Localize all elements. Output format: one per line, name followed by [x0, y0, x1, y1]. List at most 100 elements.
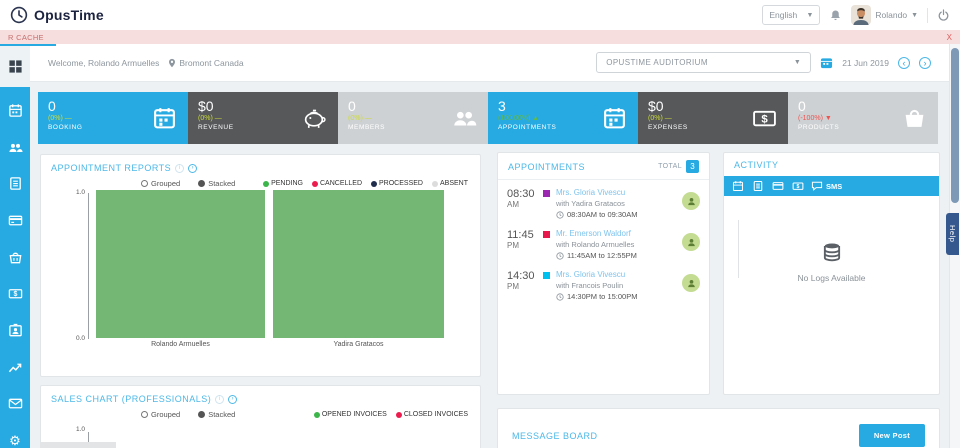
appointment-row[interactable]: 08:30 AM Mrs. Gloria Vivescu with Yadira … — [498, 180, 709, 221]
stat-value: 0 — [48, 98, 56, 114]
calendar-icon — [604, 108, 625, 129]
chart-legend: OPENED INVOICES CLOSED INVOICES — [313, 411, 468, 418]
new-post-button[interactable]: New Post — [858, 424, 925, 447]
sidebar-item-products[interactable] — [7, 249, 23, 265]
info-icon[interactable]: i — [215, 394, 225, 404]
appointment-time: 08:30 AM — [507, 188, 535, 209]
chevron-down-icon: ▼ — [911, 11, 918, 19]
tab-payments[interactable] — [771, 179, 785, 193]
language-select[interactable]: English ▼ — [762, 5, 821, 25]
radio-label: Grouped — [151, 410, 181, 419]
header-actions: English ▼ Rolando ▼ — [762, 5, 950, 25]
y-tick: 0.0 — [75, 335, 85, 342]
stat-card-products: 0 (-100%) ▼ PRODUCTS — [788, 92, 938, 144]
attendee-status-icon[interactable] — [682, 233, 700, 251]
sidebar-item-messages[interactable] — [7, 396, 23, 412]
tab-sms[interactable]: SMS — [811, 181, 842, 191]
empty-text: No Logs Available — [797, 273, 866, 283]
progress-line — [0, 44, 56, 46]
sidebar-item-dashboard[interactable] — [0, 46, 30, 87]
bell-icon[interactable] — [829, 9, 842, 22]
money-bill-icon: $ — [8, 289, 22, 299]
svg-text:$: $ — [13, 291, 17, 298]
close-icon[interactable]: X — [946, 32, 952, 42]
radio-label: Grouped — [151, 179, 181, 188]
sidebar-item-payments[interactable] — [7, 213, 23, 229]
x-label: Rolando Armuelles — [151, 341, 210, 348]
person-icon — [687, 238, 695, 246]
radio-stacked[interactable]: Stacked — [198, 179, 235, 188]
tab-invoices[interactable] — [751, 179, 765, 193]
money-bill-icon: $ — [792, 182, 804, 190]
invoice-list-icon — [9, 177, 21, 191]
appointment-row[interactable]: 11:45 PM Mr. Emerson Waldorf with Rolando… — [498, 221, 709, 262]
stat-card-appointments: 3 (100.00%) ▲ APPOINTMENTS — [488, 92, 638, 144]
attendee-status-icon[interactable] — [682, 192, 700, 210]
prev-day-icon[interactable]: ‹ — [898, 56, 910, 69]
next-day-icon[interactable]: › — [919, 56, 931, 69]
client-name-link[interactable]: Mrs. Gloria Vivescu — [556, 270, 626, 279]
sidebar-item-expenses[interactable]: $ — [7, 286, 23, 302]
category-color-square — [543, 272, 550, 279]
client-name-link[interactable]: Mrs. Gloria Vivescu — [556, 188, 626, 197]
info-icon[interactable]: i — [175, 163, 185, 173]
total-badge: 3 — [686, 160, 699, 173]
calendar-picker-icon[interactable] — [820, 56, 833, 69]
appointment-reports-panel: APPOINTMENT REPORTS i › Grouped Stacked … — [40, 154, 481, 377]
appointment-info: Mrs. Gloria Vivescu with Yadira Gratacos… — [556, 188, 676, 219]
current-date: 21 Jun 2019 — [842, 57, 889, 68]
clock-logo-icon — [10, 6, 28, 24]
activity-header: ACTIVITY — [724, 153, 939, 176]
stat-value: $0 — [648, 98, 664, 114]
expand-icon[interactable]: › — [188, 163, 198, 173]
legend-closed-invoices: CLOSED INVOICES — [395, 411, 468, 418]
tab-expenses[interactable]: $ — [791, 179, 805, 193]
appointment-range: 11:45AM to 12:55PM — [556, 251, 676, 260]
brand-name: OpusTime — [34, 7, 104, 23]
sidebar-item-settings[interactable]: ⚙ — [7, 432, 23, 448]
radio-icon — [141, 180, 148, 187]
legend-dot — [431, 180, 438, 187]
y-tick: 1.0 — [75, 189, 85, 196]
sidebar-item-reports[interactable] — [7, 359, 23, 375]
venue-value: OPUSTIME AUDITORIUM — [606, 58, 708, 67]
user-name: Rolando — [875, 10, 908, 20]
appointment-row[interactable]: 14:30 PM Mrs. Gloria Vivescu with Francoi… — [498, 262, 709, 303]
appointment-time: 14:30 PM — [507, 270, 535, 291]
sidebar-item-staff[interactable] — [7, 323, 23, 339]
activity-panel: ACTIVITY $ SMS No Logs Available — [723, 152, 940, 395]
appointments-header: APPOINTMENTS TOTAL 3 — [498, 153, 709, 180]
clock-icon — [556, 251, 564, 260]
money-bill-icon: $ — [753, 110, 776, 127]
y-tick: 1.0 — [75, 426, 85, 433]
client-name-link[interactable]: Mr. Emerson Waldorf — [556, 229, 631, 238]
expand-icon[interactable]: › — [228, 394, 238, 404]
calendar-icon — [732, 181, 744, 192]
chevron-down-icon: ▼ — [806, 11, 814, 19]
chat-bubble-icon — [811, 181, 823, 191]
message-board-panel: MESSAGE BOARD New Post — [497, 408, 940, 448]
person-icon — [687, 197, 695, 205]
radio-icon — [141, 411, 148, 418]
sidebar-item-members[interactable] — [7, 140, 23, 156]
help-tab[interactable]: Help — [946, 213, 959, 255]
credit-card-icon — [8, 215, 22, 226]
power-icon[interactable] — [937, 8, 950, 22]
tab-appointments[interactable] — [731, 179, 745, 193]
attendee-status-icon[interactable] — [682, 274, 700, 292]
venue-select[interactable]: OPUSTIME AUDITORIUM ▼ — [596, 52, 812, 73]
scrollbar-thumb[interactable] — [951, 48, 959, 203]
location: Bromont Canada — [167, 58, 244, 68]
brand[interactable]: OpusTime — [10, 6, 104, 24]
stat-value: 3 — [498, 98, 506, 114]
stat-cards: 0 (0%) — BOOKING $0 (0%) — REVENUE 0 (0%… — [38, 92, 938, 144]
user-menu[interactable]: Rolando ▼ — [851, 5, 918, 25]
sidebar-item-invoices[interactable] — [7, 176, 23, 192]
radio-grouped[interactable]: Grouped — [141, 410, 180, 419]
legend-processed: PROCESSED — [371, 180, 423, 187]
radio-grouped[interactable]: Grouped — [141, 179, 180, 188]
stat-change: (0%) — — [648, 115, 672, 122]
sidebar-item-appointments[interactable] — [7, 103, 23, 119]
radio-stacked[interactable]: Stacked — [198, 410, 235, 419]
legend-pending: PENDING — [263, 180, 303, 187]
